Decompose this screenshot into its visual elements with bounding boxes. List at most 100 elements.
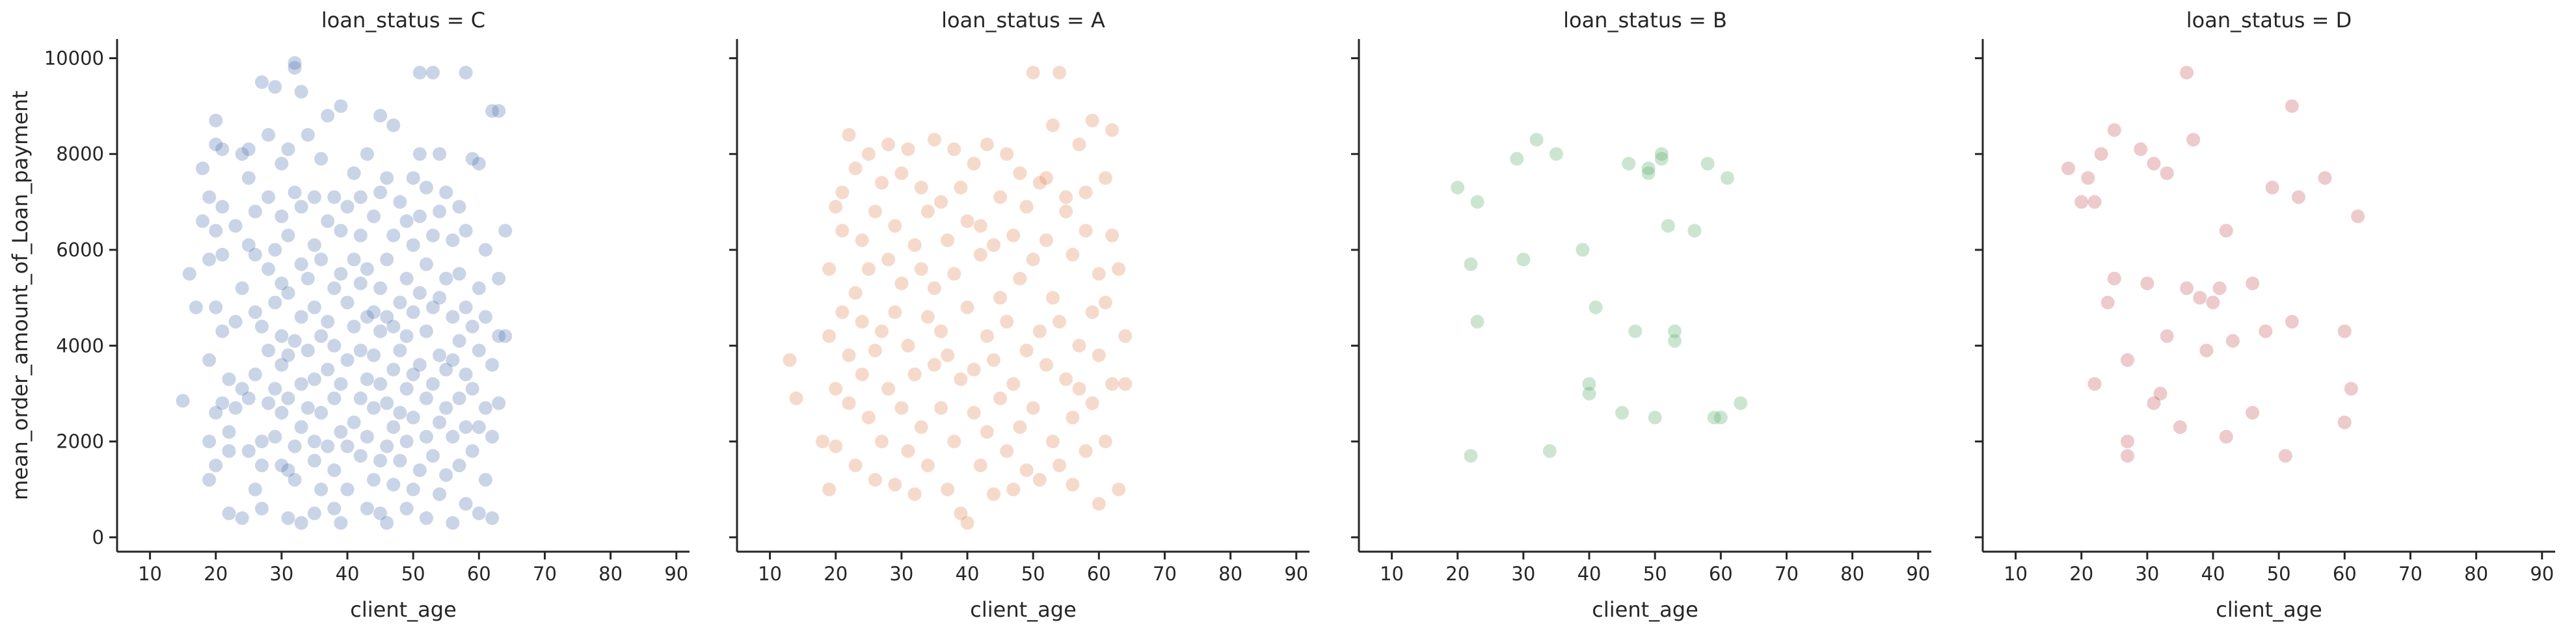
data-point <box>327 391 342 405</box>
data-point <box>2186 133 2201 147</box>
data-point <box>987 487 1000 502</box>
data-point <box>321 214 335 228</box>
data-point <box>393 343 407 358</box>
data-point <box>941 482 955 496</box>
data-point <box>202 473 217 487</box>
data-point <box>993 291 1008 305</box>
data-point <box>485 511 500 525</box>
data-point <box>875 176 889 190</box>
data-point <box>209 113 223 128</box>
data-point <box>920 204 935 219</box>
data-point <box>1648 411 1662 425</box>
data-point <box>875 324 889 338</box>
x-tick-label: 80 <box>1218 563 1242 585</box>
data-point <box>472 281 486 295</box>
data-point <box>353 228 368 243</box>
x-tick-label: 90 <box>2530 563 2554 585</box>
data-point <box>980 329 994 343</box>
data-point <box>498 224 513 238</box>
data-point <box>367 305 381 319</box>
data-point <box>288 334 302 348</box>
x-tick-label: 80 <box>2464 563 2488 585</box>
data-point <box>2246 405 2260 420</box>
data-point <box>1013 420 1027 434</box>
data-point <box>967 362 981 377</box>
data-point <box>829 382 843 396</box>
data-point <box>472 343 486 358</box>
data-point <box>2140 276 2154 291</box>
data-point <box>1661 219 1675 233</box>
y-tick-label: 2000 <box>56 431 104 453</box>
data-point <box>255 319 269 334</box>
data-point <box>2107 123 2121 137</box>
data-point <box>1046 118 1060 133</box>
data-point <box>380 396 394 411</box>
data-point <box>492 396 506 411</box>
data-point <box>485 358 500 372</box>
data-point <box>861 147 876 161</box>
data-point <box>1470 315 1484 329</box>
data-point <box>2259 324 2273 338</box>
data-point <box>314 252 329 267</box>
data-point <box>419 324 433 338</box>
data-point <box>241 444 256 458</box>
data-point <box>822 329 837 343</box>
data-point <box>353 190 368 204</box>
data-point <box>373 324 388 338</box>
data-point <box>380 439 394 453</box>
data-point <box>868 204 882 219</box>
data-point <box>1098 435 1112 449</box>
data-point <box>465 382 479 396</box>
facet-title: loan_status = A <box>941 8 1105 33</box>
data-point <box>314 329 329 343</box>
data-point <box>373 281 388 295</box>
data-point <box>321 109 335 123</box>
data-point <box>196 161 209 176</box>
data-point <box>307 435 321 449</box>
data-point <box>386 362 401 377</box>
data-point <box>314 482 329 496</box>
facet-panel-0: loan_status = C 10 20 30 40 50 60 70 80 90 0 2000 40… <box>44 8 690 622</box>
data-point <box>1654 147 1669 161</box>
data-point <box>202 353 217 367</box>
data-point <box>268 243 282 257</box>
data-point <box>334 516 348 530</box>
data-point <box>2318 171 2332 185</box>
data-point <box>399 382 414 396</box>
data-point <box>248 368 262 381</box>
data-point <box>1059 372 1073 386</box>
data-point <box>386 118 401 133</box>
data-point <box>241 142 256 156</box>
x-tick-label: 10 <box>138 563 162 585</box>
data-point <box>2061 161 2075 176</box>
data-point <box>1105 228 1120 243</box>
data-point <box>275 358 289 372</box>
x-tick-label: 60 <box>1087 563 1111 585</box>
data-point <box>241 238 256 252</box>
data-point <box>2337 415 2352 429</box>
data-point <box>255 458 269 472</box>
data-point <box>235 511 249 525</box>
data-point <box>281 463 295 478</box>
data-point <box>360 262 374 276</box>
data-point <box>367 401 381 415</box>
data-point <box>980 425 994 439</box>
data-point <box>439 401 453 415</box>
data-point <box>241 391 256 405</box>
data-point <box>433 415 447 429</box>
data-point <box>1622 157 1636 170</box>
data-point <box>472 506 486 520</box>
data-point <box>294 377 308 391</box>
data-point <box>1542 444 1557 458</box>
data-point <box>314 405 329 420</box>
data-point <box>202 252 217 267</box>
data-point <box>855 233 869 247</box>
data-point <box>412 358 427 372</box>
data-point <box>222 372 236 386</box>
data-point <box>2094 147 2108 161</box>
data-point <box>373 453 388 468</box>
data-point <box>262 190 276 204</box>
data-point <box>262 262 276 276</box>
data-point <box>241 171 256 185</box>
data-point <box>907 238 922 252</box>
